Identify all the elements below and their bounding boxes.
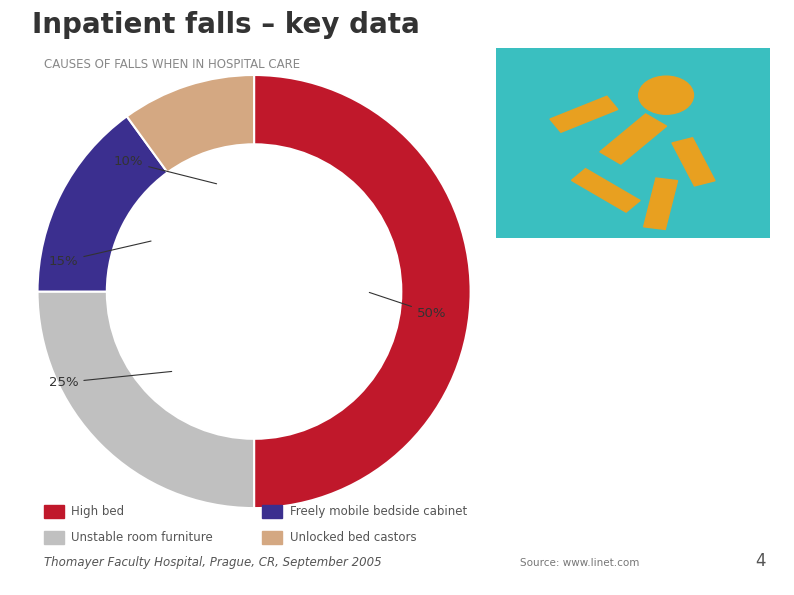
Text: 15%: 15% — [48, 241, 151, 268]
Text: High bed: High bed — [71, 505, 125, 518]
Text: 50%: 50% — [369, 292, 446, 320]
Text: 4: 4 — [756, 552, 766, 571]
Text: CAUSES OF FALLS WHEN IN HOSPITAL CARE: CAUSES OF FALLS WHEN IN HOSPITAL CARE — [44, 58, 300, 71]
Text: Freely mobile bedside cabinet: Freely mobile bedside cabinet — [290, 505, 467, 518]
Text: 10%: 10% — [114, 155, 217, 184]
Wedge shape — [37, 117, 168, 292]
Text: Thomayer Faculty Hospital, Prague, CR, September 2005: Thomayer Faculty Hospital, Prague, CR, S… — [44, 556, 381, 569]
Text: Unlocked bed castors: Unlocked bed castors — [290, 531, 416, 544]
Text: Inpatient falls – key data: Inpatient falls – key data — [32, 11, 419, 39]
Wedge shape — [254, 75, 471, 508]
Polygon shape — [644, 178, 677, 230]
Text: 25%: 25% — [48, 371, 172, 389]
Polygon shape — [550, 96, 618, 132]
Wedge shape — [127, 75, 254, 173]
Polygon shape — [572, 168, 640, 212]
Text: Source: www.linet.com: Source: www.linet.com — [520, 559, 639, 568]
Wedge shape — [37, 292, 254, 508]
Circle shape — [638, 76, 693, 114]
Polygon shape — [599, 114, 667, 164]
Polygon shape — [672, 138, 715, 186]
Text: Unstable room furniture: Unstable room furniture — [71, 531, 214, 544]
